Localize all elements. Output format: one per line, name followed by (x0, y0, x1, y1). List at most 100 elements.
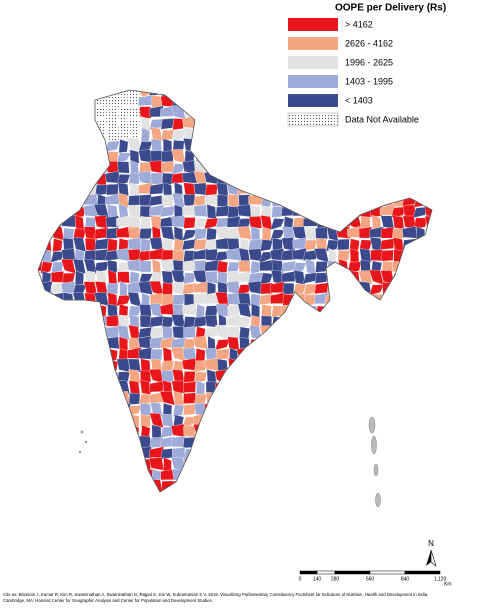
district (182, 272, 197, 285)
district (61, 138, 76, 152)
district (52, 347, 63, 362)
district (237, 415, 252, 428)
district (94, 358, 109, 370)
district (259, 349, 274, 361)
district (94, 160, 109, 174)
district (205, 184, 218, 196)
district (227, 194, 240, 207)
district (292, 226, 307, 241)
district (83, 303, 98, 316)
district (40, 183, 53, 196)
district (314, 424, 329, 436)
district (259, 272, 274, 286)
district (258, 251, 275, 264)
district (215, 490, 230, 492)
district (337, 250, 350, 262)
district (148, 247, 165, 260)
district (39, 205, 54, 217)
district (251, 380, 260, 395)
district (337, 381, 350, 395)
district (72, 237, 87, 253)
district (193, 424, 208, 439)
district (381, 459, 394, 471)
district (183, 448, 196, 462)
district (261, 403, 272, 416)
district (294, 434, 305, 451)
district (435, 282, 449, 293)
district (62, 370, 75, 385)
district (302, 358, 319, 370)
district (250, 204, 261, 219)
district (72, 160, 87, 173)
district (85, 160, 96, 175)
district (380, 381, 395, 394)
district (140, 414, 151, 427)
district (50, 193, 65, 207)
district (347, 292, 362, 306)
district (272, 401, 283, 418)
district (413, 347, 428, 359)
district (237, 303, 252, 318)
district (336, 469, 351, 481)
district (52, 337, 63, 351)
district (138, 171, 153, 185)
district (437, 426, 448, 439)
district (302, 313, 319, 326)
district (381, 162, 394, 176)
district (97, 446, 106, 461)
district (391, 349, 406, 361)
district (247, 424, 264, 436)
district (204, 413, 219, 426)
district (38, 162, 42, 175)
district (61, 104, 76, 121)
district (161, 172, 174, 185)
district (41, 469, 52, 484)
district (380, 227, 395, 239)
district (393, 359, 404, 373)
district (184, 479, 195, 492)
district (392, 436, 405, 449)
district (413, 482, 428, 492)
district (348, 270, 361, 285)
district (303, 405, 318, 417)
district (214, 250, 231, 263)
district (203, 357, 220, 371)
legend-swatch (288, 18, 338, 31)
district (105, 105, 120, 119)
district (426, 480, 432, 492)
district (83, 470, 98, 484)
district (358, 357, 373, 374)
district (227, 470, 240, 482)
district (336, 446, 351, 458)
district (51, 360, 64, 373)
district (73, 337, 86, 351)
district (38, 107, 43, 120)
district (316, 403, 327, 417)
district (105, 402, 120, 417)
district (160, 160, 175, 173)
district (73, 170, 86, 187)
district (415, 128, 426, 141)
district (228, 95, 239, 109)
district (38, 391, 43, 406)
district (282, 412, 295, 429)
district (141, 127, 150, 143)
district (250, 260, 261, 274)
district (391, 292, 406, 306)
district (196, 94, 205, 109)
district (71, 358, 88, 370)
district (271, 206, 284, 218)
district (205, 90, 218, 98)
district (436, 83, 449, 98)
district (391, 90, 406, 96)
district (94, 184, 109, 196)
district (270, 426, 285, 438)
district (106, 282, 119, 295)
district (348, 447, 361, 460)
district (217, 150, 228, 164)
district (426, 293, 432, 306)
district (237, 160, 252, 173)
district (75, 457, 84, 472)
district (39, 370, 54, 382)
district (325, 193, 340, 208)
